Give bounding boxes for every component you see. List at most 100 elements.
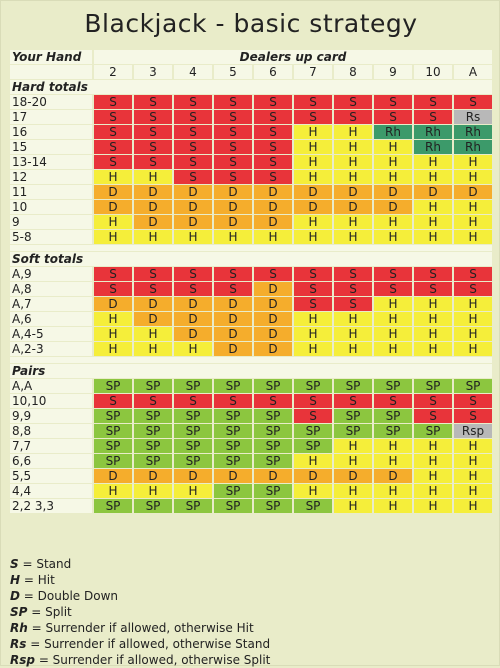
strategy-cell: SP <box>134 409 172 423</box>
hand-label: 7,7 <box>10 439 92 453</box>
strategy-cell: S <box>294 297 332 311</box>
strategy-row: 7,7 SP SP SP SP SP SP H H H H <box>10 439 492 453</box>
your-hand-header: Your Hand <box>10 50 92 64</box>
strategy-cell: H <box>374 215 412 229</box>
strategy-cell: D <box>94 185 132 199</box>
strategy-cell: SP <box>94 379 132 393</box>
strategy-cell: H <box>334 484 372 498</box>
strategy-cell: H <box>334 312 372 326</box>
strategy-cell: H <box>254 230 292 244</box>
strategy-cell: H <box>374 484 412 498</box>
strategy-cell: H <box>294 312 332 326</box>
strategy-cell: SP <box>94 499 132 513</box>
strategy-cell: S <box>134 394 172 408</box>
strategy-cell: S <box>454 409 492 423</box>
strategy-row: A,7 D D D D D S S H H H <box>10 297 492 311</box>
strategy-cell: S <box>134 95 172 109</box>
section-title: Soft totals <box>10 252 492 266</box>
strategy-cell: Rh <box>414 125 452 139</box>
legend-key: SP <box>10 605 28 619</box>
strategy-cell: H <box>294 342 332 356</box>
legend-key: Rs <box>10 637 27 651</box>
legend-item: SP = Split <box>10 604 270 620</box>
dealer-card-A: A <box>454 65 492 79</box>
strategy-cell: S <box>134 282 172 296</box>
strategy-cell: Rh <box>454 125 492 139</box>
strategy-cell: D <box>254 469 292 483</box>
strategy-cell: S <box>414 95 452 109</box>
strategy-cell: D <box>214 469 252 483</box>
strategy-cell: H <box>414 215 452 229</box>
strategy-cell: H <box>94 312 132 326</box>
strategy-cell: H <box>374 155 412 169</box>
strategy-table: Your Hand Dealers up card 2 3 4 5 6 7 8 9 10 A Hard … <box>8 49 494 514</box>
strategy-cell: D <box>334 185 372 199</box>
strategy-cell: D <box>94 297 132 311</box>
strategy-cell: SP <box>94 424 132 438</box>
strategy-cell: H <box>334 499 372 513</box>
strategy-cell: SP <box>254 424 292 438</box>
strategy-cell: D <box>214 297 252 311</box>
strategy-cell: S <box>174 267 212 281</box>
strategy-cell: H <box>414 200 452 214</box>
strategy-cell: H <box>454 297 492 311</box>
strategy-row: 4,4 H H H SP SP H H H H H <box>10 484 492 498</box>
strategy-cell: Rs <box>454 110 492 124</box>
strategy-row: A,9 S S S S S S S S S S <box>10 267 492 281</box>
strategy-cell: S <box>414 282 452 296</box>
dealer-card-7: 7 <box>294 65 332 79</box>
strategy-cell: SP <box>94 454 132 468</box>
legend-text: = Stand <box>22 557 72 571</box>
strategy-cell: H <box>94 342 132 356</box>
section-title: Pairs <box>10 364 492 378</box>
strategy-row: 2,2 3,3 SP SP SP SP SP SP H H H H <box>10 499 492 513</box>
strategy-cell: D <box>134 469 172 483</box>
hand-label: 18-20 <box>10 95 92 109</box>
strategy-cell: D <box>254 312 292 326</box>
hand-label: A,8 <box>10 282 92 296</box>
strategy-cell: H <box>94 215 132 229</box>
strategy-row: A,4-5 H H D D D H H H H H <box>10 327 492 341</box>
hand-label: 12 <box>10 170 92 184</box>
legend-text: = Hit <box>23 573 55 587</box>
strategy-cell: S <box>134 140 172 154</box>
strategy-row: A,8 S S S S D S S S S S <box>10 282 492 296</box>
strategy-cell: S <box>374 394 412 408</box>
strategy-cell: S <box>214 155 252 169</box>
strategy-cell: H <box>174 230 212 244</box>
hand-label: 16 <box>10 125 92 139</box>
hand-label: 9 <box>10 215 92 229</box>
strategy-row: 10 D D D D D D D D H H <box>10 200 492 214</box>
strategy-cell: SP <box>214 424 252 438</box>
section-title-row: Hard totals <box>10 80 492 94</box>
strategy-cell: H <box>454 215 492 229</box>
strategy-cell: D <box>134 312 172 326</box>
strategy-cell: D <box>214 215 252 229</box>
hand-label: A,2-3 <box>10 342 92 356</box>
strategy-cell: SP <box>174 409 212 423</box>
dealer-card-3: 3 <box>134 65 172 79</box>
strategy-cell: H <box>94 327 132 341</box>
strategy-cell: S <box>254 394 292 408</box>
section-title-row: Soft totals <box>10 252 492 266</box>
strategy-cell: SP <box>334 379 372 393</box>
strategy-cell: H <box>374 140 412 154</box>
strategy-cell: H <box>414 454 452 468</box>
strategy-cell: H <box>294 454 332 468</box>
strategy-cell: H <box>454 484 492 498</box>
strategy-cell: S <box>94 110 132 124</box>
strategy-row: 18-20 S S S S S S S S S S <box>10 95 492 109</box>
strategy-cell: S <box>174 170 212 184</box>
strategy-cell: S <box>334 95 372 109</box>
strategy-cell: SP <box>214 454 252 468</box>
strategy-row: 5,5 D D D D D D D D H H <box>10 469 492 483</box>
legend-item: S = Stand <box>10 556 270 572</box>
legend-text: = Surrender if allowed, otherwise Stand <box>30 637 271 651</box>
header-row: Your Hand Dealers up card <box>10 50 492 64</box>
strategy-row: 12 H H S S S H H H H H <box>10 170 492 184</box>
strategy-cell: D <box>214 327 252 341</box>
strategy-cell: D <box>174 200 212 214</box>
hand-label: A,7 <box>10 297 92 311</box>
strategy-cell: Rh <box>414 140 452 154</box>
